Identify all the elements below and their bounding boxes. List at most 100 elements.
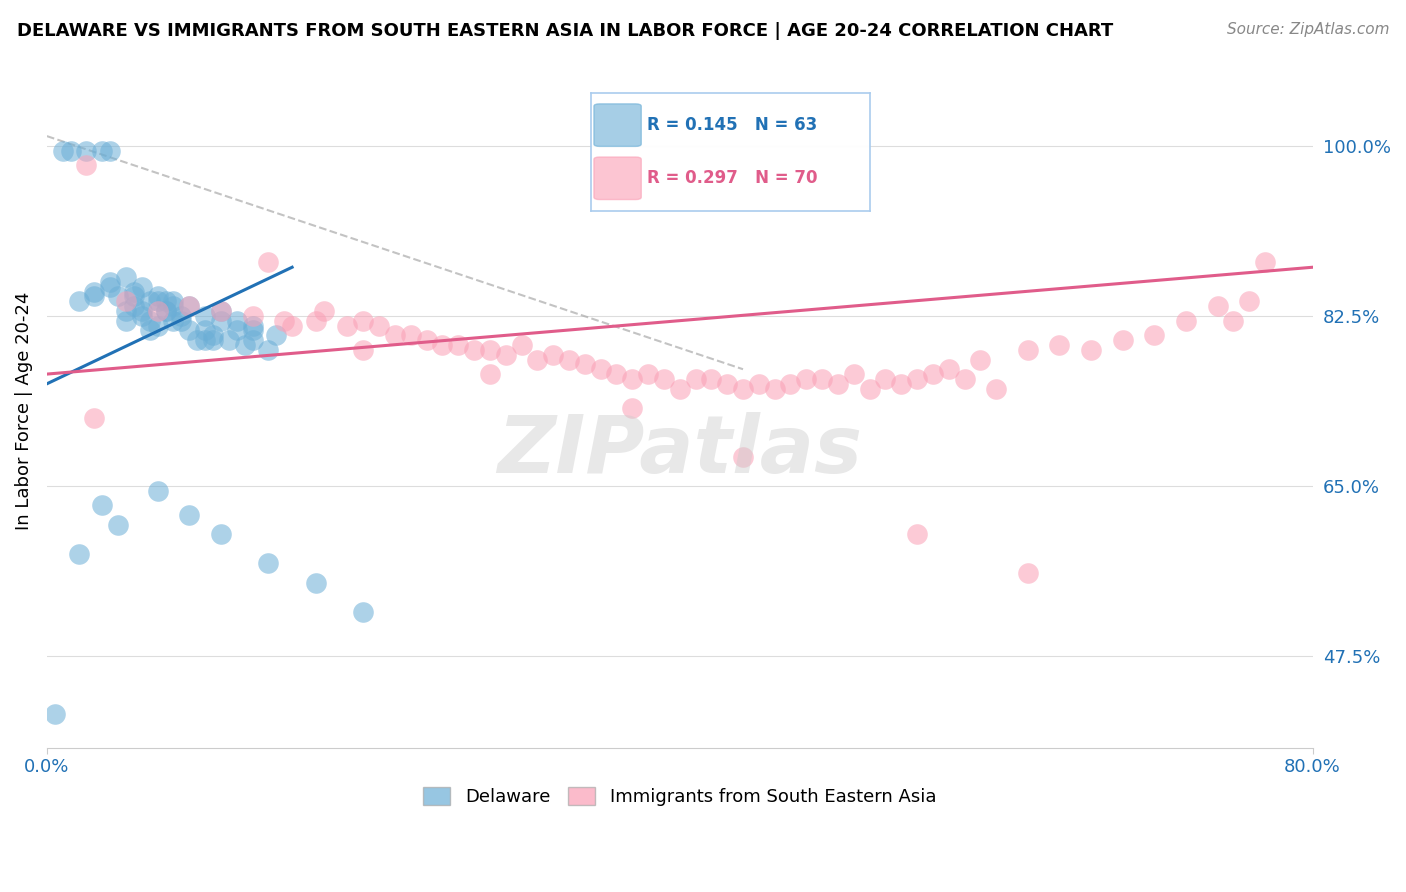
Point <box>194 323 217 337</box>
Point <box>1175 313 1198 327</box>
Point <box>921 367 943 381</box>
Point <box>98 279 121 293</box>
Point <box>605 367 627 381</box>
Point <box>162 294 184 309</box>
Y-axis label: In Labor Force | Age 20-24: In Labor Force | Age 20-24 <box>15 292 32 530</box>
Point <box>336 318 359 333</box>
Point <box>202 328 225 343</box>
Point <box>352 313 374 327</box>
Point <box>1239 294 1261 309</box>
Point <box>1017 566 1039 581</box>
Point <box>1254 255 1277 269</box>
Point <box>155 294 177 309</box>
Point <box>589 362 612 376</box>
Point <box>905 372 928 386</box>
Point <box>1080 343 1102 357</box>
Point <box>194 333 217 347</box>
Point <box>478 367 501 381</box>
Point <box>115 269 138 284</box>
Point <box>98 144 121 158</box>
Point <box>209 527 232 541</box>
Point <box>558 352 581 367</box>
Point <box>209 304 232 318</box>
Point <box>75 144 97 158</box>
Point <box>526 352 548 367</box>
Point <box>138 323 160 337</box>
Point <box>953 372 976 386</box>
Point <box>138 313 160 327</box>
Point <box>122 299 145 313</box>
Point <box>384 328 406 343</box>
Point <box>938 362 960 376</box>
Point <box>162 299 184 313</box>
Point <box>138 294 160 309</box>
Point <box>75 158 97 172</box>
Point <box>83 289 105 303</box>
Text: ZIPatlas: ZIPatlas <box>498 412 862 490</box>
Point <box>179 508 201 522</box>
Point <box>794 372 817 386</box>
Point <box>194 309 217 323</box>
Point <box>273 313 295 327</box>
Point <box>67 547 90 561</box>
Point <box>67 294 90 309</box>
Point <box>731 382 754 396</box>
Point <box>668 382 690 396</box>
Point <box>890 376 912 391</box>
Point <box>447 338 470 352</box>
Point <box>91 144 114 158</box>
Point <box>155 304 177 318</box>
Point <box>155 304 177 318</box>
Point <box>225 313 247 327</box>
Point <box>731 450 754 464</box>
Point <box>312 304 335 318</box>
Point <box>969 352 991 367</box>
Point <box>257 255 280 269</box>
Point <box>621 372 644 386</box>
Point <box>432 338 454 352</box>
Point <box>115 294 138 309</box>
Point <box>242 309 264 323</box>
Point <box>305 313 328 327</box>
Point <box>305 575 328 590</box>
Point <box>115 313 138 327</box>
Point <box>1222 313 1244 327</box>
Point <box>59 144 82 158</box>
Point <box>281 318 304 333</box>
Point <box>827 376 849 391</box>
Point <box>858 382 880 396</box>
Point <box>763 382 786 396</box>
Point <box>478 343 501 357</box>
Point <box>266 328 288 343</box>
Point <box>202 333 225 347</box>
Point <box>1017 343 1039 357</box>
Point <box>986 382 1008 396</box>
Point <box>146 483 169 498</box>
Text: DELAWARE VS IMMIGRANTS FROM SOUTH EASTERN ASIA IN LABOR FORCE | AGE 20-24 CORREL: DELAWARE VS IMMIGRANTS FROM SOUTH EASTER… <box>17 22 1114 40</box>
Point <box>131 279 153 293</box>
Point <box>368 318 391 333</box>
Point <box>107 289 129 303</box>
Point <box>541 348 564 362</box>
Point <box>179 299 201 313</box>
Point <box>875 372 897 386</box>
Point <box>1112 333 1135 347</box>
Point <box>463 343 485 357</box>
Point <box>115 304 138 318</box>
Point <box>415 333 437 347</box>
Point <box>242 318 264 333</box>
Point <box>1049 338 1071 352</box>
Point <box>685 372 707 386</box>
Point <box>510 338 533 352</box>
Point <box>146 304 169 318</box>
Point <box>179 299 201 313</box>
Text: Source: ZipAtlas.com: Source: ZipAtlas.com <box>1226 22 1389 37</box>
Point <box>170 309 193 323</box>
Point <box>146 318 169 333</box>
Point <box>44 706 66 721</box>
Point <box>83 410 105 425</box>
Point <box>225 323 247 337</box>
Point <box>98 275 121 289</box>
Point <box>162 313 184 327</box>
Point <box>574 357 596 371</box>
